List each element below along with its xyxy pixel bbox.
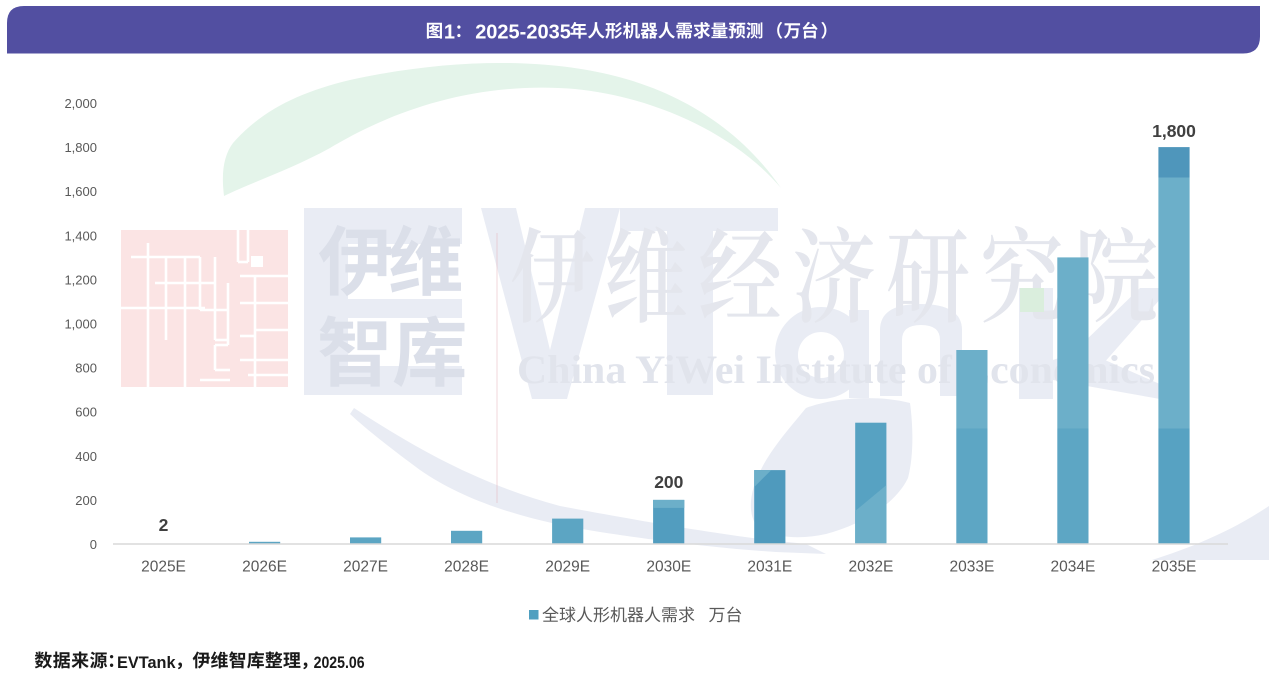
svg-text:1,600: 1,600 — [64, 184, 97, 199]
svg-text:2027E: 2027E — [343, 559, 388, 576]
svg-text:2034E: 2034E — [1050, 559, 1095, 576]
svg-text:2032E: 2032E — [848, 559, 893, 576]
svg-text:2031E: 2031E — [747, 559, 792, 576]
svg-text:200: 200 — [75, 493, 97, 508]
svg-text:1,400: 1,400 — [64, 228, 97, 243]
svg-text:1: 1 — [444, 21, 455, 43]
svg-text:1,000: 1,000 — [64, 317, 97, 332]
svg-text:200: 200 — [654, 472, 683, 492]
svg-text:800: 800 — [75, 361, 97, 376]
svg-text:1,800: 1,800 — [1152, 121, 1196, 141]
svg-text:2035E: 2035E — [1152, 559, 1197, 576]
svg-text:600: 600 — [75, 405, 97, 420]
svg-text:EVTank: EVTank — [117, 653, 176, 672]
svg-text:400: 400 — [75, 449, 97, 464]
svg-text:2033E: 2033E — [949, 559, 994, 576]
svg-text:2028E: 2028E — [444, 559, 489, 576]
svg-text:2026E: 2026E — [242, 559, 287, 576]
svg-text:2030E: 2030E — [646, 559, 691, 576]
svg-text:2025-2035: 2025-2035 — [475, 21, 571, 43]
svg-text:0: 0 — [90, 537, 97, 552]
svg-text:2,000: 2,000 — [64, 96, 97, 111]
svg-text:China YiWei Institute of Econo: China YiWei Institute of Economics — [517, 347, 1155, 392]
svg-text:1,200: 1,200 — [64, 272, 97, 287]
svg-text:2: 2 — [159, 515, 169, 535]
svg-text:2025.06: 2025.06 — [314, 653, 365, 672]
svg-text:2025E: 2025E — [141, 559, 186, 576]
svg-text:2029E: 2029E — [545, 559, 590, 576]
svg-text:1,800: 1,800 — [64, 140, 97, 155]
